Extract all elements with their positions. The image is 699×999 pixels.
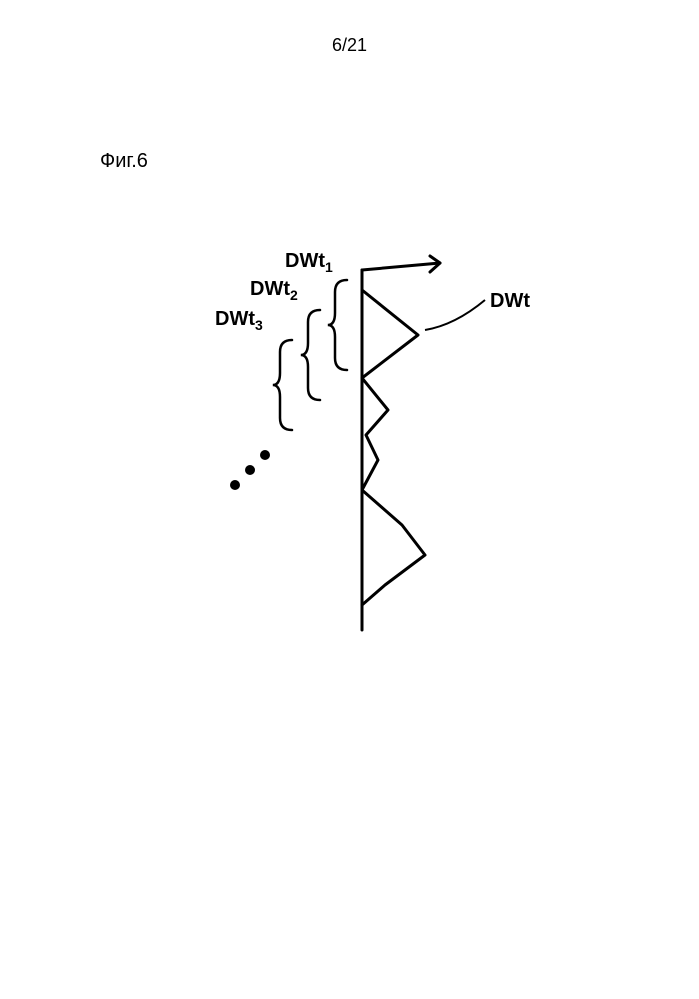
label-dwt-main: DWt	[490, 290, 530, 313]
page-number: 6/21	[332, 35, 367, 56]
label-dwt1: DWt1	[285, 250, 333, 275]
diagram-container: DWt1 DWt2 DWt3 DWt	[130, 230, 550, 660]
figure-label: Фиг.6	[100, 150, 148, 173]
diagram-svg	[130, 230, 550, 660]
label-dwt2-text: DWt	[250, 278, 290, 300]
label-dwt-main-text: DWt	[490, 290, 530, 312]
label-dwt2: DWt2	[250, 278, 298, 303]
label-dwt3-text: DWt	[215, 308, 255, 330]
label-dwt1-sub: 1	[325, 259, 333, 275]
label-dwt3: DWt3	[215, 308, 263, 333]
label-dwt1-text: DWt	[285, 250, 325, 272]
label-dwt2-sub: 2	[290, 287, 298, 303]
label-dwt3-sub: 3	[255, 317, 263, 333]
